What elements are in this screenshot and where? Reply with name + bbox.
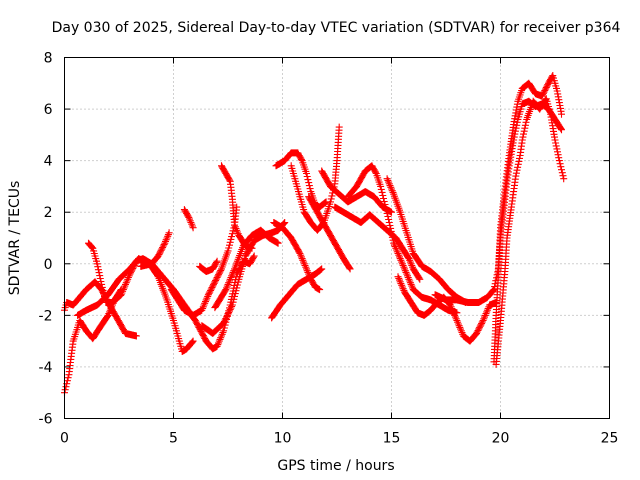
x-tick-label: 5 bbox=[169, 431, 178, 447]
x-tick-label: 15 bbox=[383, 431, 401, 447]
y-tick-label: -4 bbox=[39, 360, 53, 376]
data-series bbox=[61, 72, 568, 397]
y-tick-label: -6 bbox=[39, 412, 53, 428]
plus-markers bbox=[211, 226, 282, 312]
y-tick-label: 8 bbox=[44, 51, 53, 67]
plus-markers bbox=[196, 257, 221, 275]
data-series-arc-16 bbox=[305, 193, 354, 273]
data-series-arc-14 bbox=[287, 123, 343, 234]
plus-markers bbox=[344, 162, 461, 317]
x-tick-label: 0 bbox=[60, 431, 69, 447]
chart-title: Day 030 of 2025, Sidereal Day-to-day VTE… bbox=[52, 20, 621, 36]
plus-markers bbox=[167, 203, 241, 319]
plus-markers bbox=[287, 123, 343, 234]
plus-markers bbox=[270, 219, 324, 294]
data-series-arc-10 bbox=[198, 219, 289, 337]
y-tick-label: 6 bbox=[44, 102, 53, 118]
plus-markers bbox=[198, 219, 289, 337]
plot-frame bbox=[64, 57, 610, 419]
x-tick-label: 20 bbox=[492, 431, 510, 447]
data-series-arc-6 bbox=[167, 203, 241, 319]
data-series-arc-15 bbox=[270, 219, 324, 294]
x-tick-label: 25 bbox=[601, 431, 619, 447]
data-series-arc-11 bbox=[211, 226, 282, 312]
plus-markers bbox=[137, 252, 258, 353]
plus-markers bbox=[180, 206, 197, 232]
y-tick-label: -2 bbox=[39, 308, 53, 324]
y-tick-label: 0 bbox=[44, 257, 53, 273]
y-tick-label: 2 bbox=[44, 205, 53, 221]
x-tick-label: 10 bbox=[274, 431, 292, 447]
y-axis-label: SDTVAR / TECUs bbox=[7, 181, 23, 296]
data-series-arc-8 bbox=[196, 257, 221, 275]
axis-ticks: 0 5 10 15 20 25 -6 -4 -2 0 2 4 6 8 bbox=[39, 51, 619, 447]
data-series-arc-24 bbox=[492, 95, 568, 368]
x-axis-label: GPS time / hours bbox=[277, 458, 394, 474]
plus-markers bbox=[305, 193, 354, 273]
data-series-arc-12 bbox=[268, 265, 326, 322]
plus-markers bbox=[74, 255, 197, 355]
y-tick-label: 4 bbox=[44, 154, 53, 170]
data-series-arc-4 bbox=[74, 255, 197, 355]
plus-markers bbox=[492, 95, 568, 368]
data-series-arc-19 bbox=[344, 162, 461, 317]
plus-markers bbox=[268, 265, 326, 322]
data-series-arc-7 bbox=[180, 206, 197, 232]
data-series-arc-5 bbox=[137, 252, 258, 353]
